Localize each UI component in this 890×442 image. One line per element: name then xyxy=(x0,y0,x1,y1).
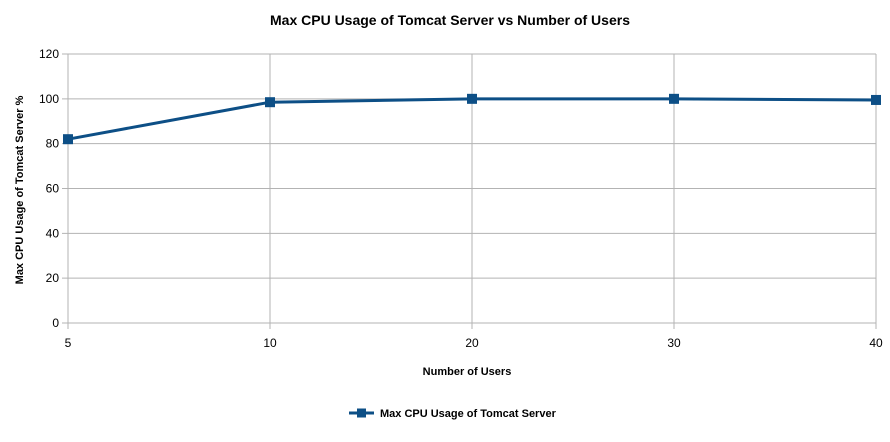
data-point xyxy=(871,94,881,105)
x-tick-label: 5 xyxy=(65,336,72,350)
x-tick-label: 20 xyxy=(465,336,479,350)
data-point xyxy=(669,93,679,104)
y-tick-label: 0 xyxy=(52,316,59,330)
legend: Max CPU Usage of Tomcat Server xyxy=(349,408,557,420)
series-layer xyxy=(63,93,881,145)
data-point xyxy=(467,93,477,104)
y-tick-label: 40 xyxy=(46,226,60,240)
x-tick-label: 40 xyxy=(869,336,883,350)
legend-label: Max CPU Usage of Tomcat Server xyxy=(380,408,557,420)
y-tick-label: 100 xyxy=(39,92,59,106)
y-axis-title: Max CPU Usage of Tomcat Server % xyxy=(14,95,26,284)
x-axis-title: Number of Users xyxy=(423,366,512,378)
y-tick-label: 20 xyxy=(46,271,60,285)
legend-marker xyxy=(357,408,366,418)
y-tick-label: 60 xyxy=(46,182,60,196)
y-tick-label: 120 xyxy=(39,47,59,61)
y-axis-ticks: 0 20 40 60 80 100 120 xyxy=(39,47,59,330)
data-point xyxy=(265,97,275,108)
data-point xyxy=(63,134,73,145)
x-tick-label: 10 xyxy=(263,336,277,350)
y-tick-label: 80 xyxy=(46,137,60,151)
x-axis-ticks: 5 10 20 30 40 xyxy=(65,336,883,350)
x-tick-label: 30 xyxy=(667,336,681,350)
chart-title: Max CPU Usage of Tomcat Server vs Number… xyxy=(270,12,630,28)
